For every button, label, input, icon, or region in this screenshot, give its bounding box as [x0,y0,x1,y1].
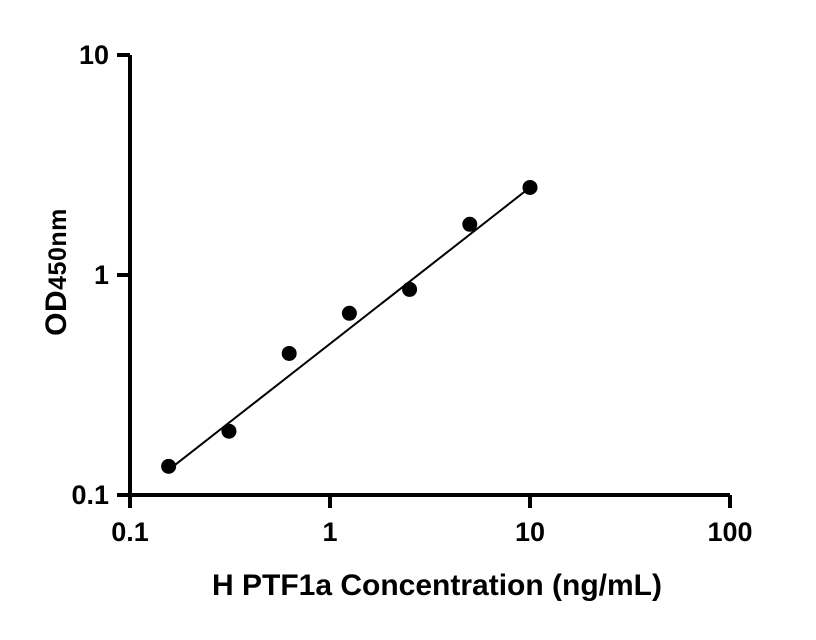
y-axis-title-sub: 450nm [44,208,72,290]
data-point [402,281,418,297]
data-point [522,179,538,195]
x-axis-title: H PTF1a Concentration (ng/mL) [212,569,662,602]
data-point [221,423,237,439]
y-tick-label: 0.1 [71,480,109,510]
y-tick-label: 10 [79,40,109,70]
x-tick-label: 0.1 [111,517,149,547]
y-axis-title-main: OD [40,289,73,336]
x-tick-label: 100 [707,517,752,547]
data-point [281,345,297,361]
data-point [341,305,357,321]
data-point [161,458,177,474]
y-axis-title: OD450nm [40,208,74,336]
x-tick-label: 10 [515,517,545,547]
y-tick-label: 1 [94,260,109,290]
data-point [462,216,478,232]
fit-line [168,186,531,471]
x-tick-label: 1 [322,517,337,547]
